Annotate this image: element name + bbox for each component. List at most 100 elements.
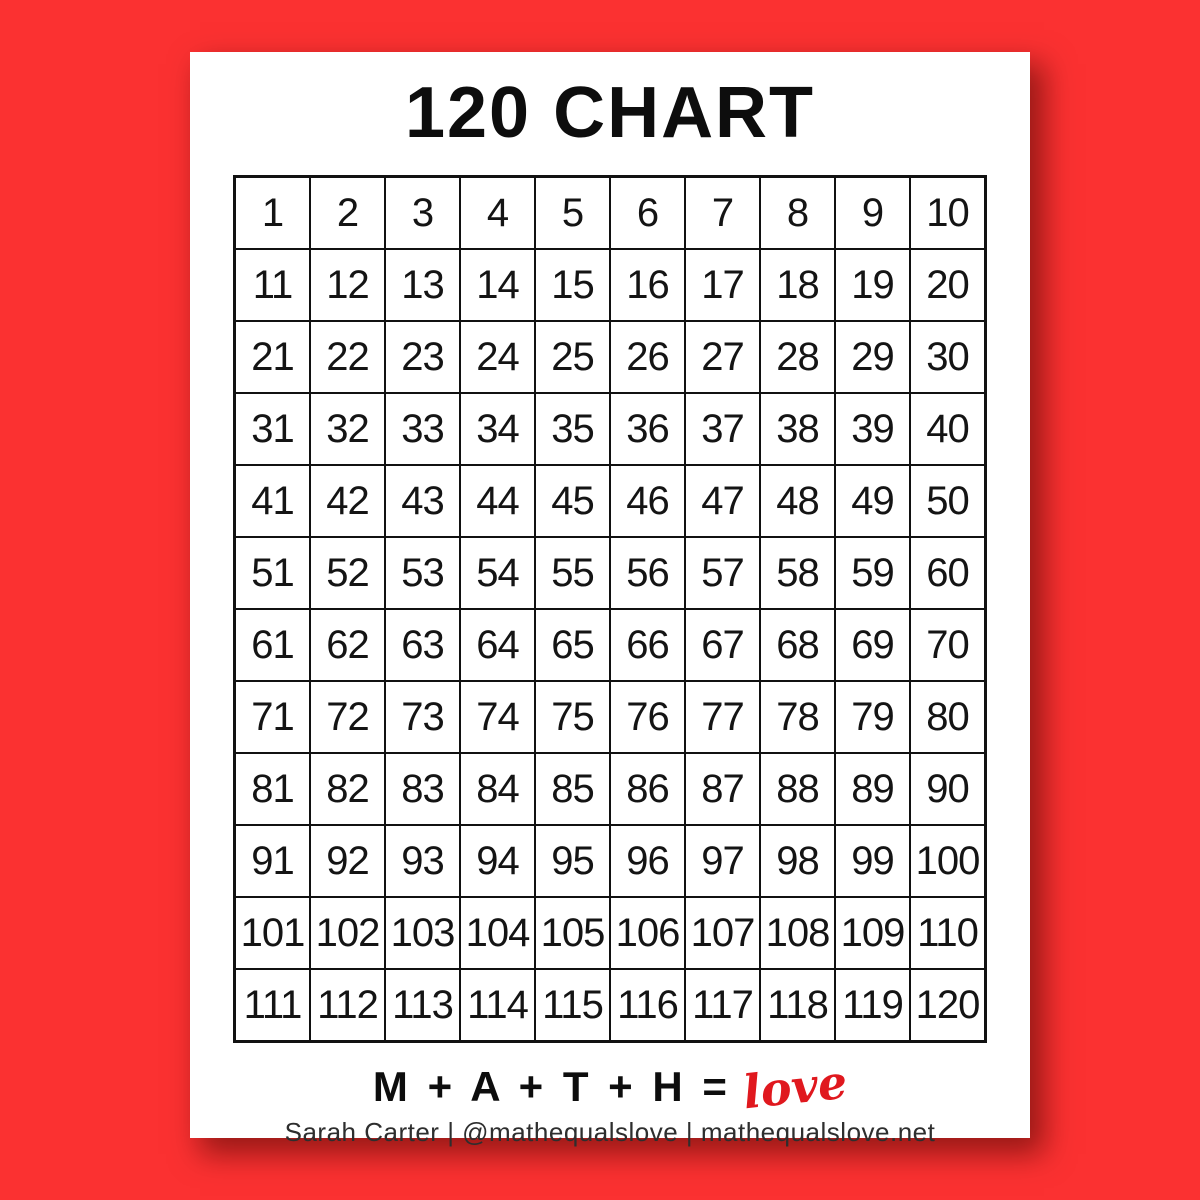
credit-line: Sarah Carter | @mathequalslove | mathequ…: [284, 1117, 936, 1147]
grid-cell: 61: [233, 608, 311, 682]
grid-cell: 90: [909, 752, 987, 826]
grid-cell: 42: [309, 464, 386, 538]
grid-cell: 86: [609, 752, 686, 826]
grid-cell: 2: [309, 175, 386, 250]
grid-cell: 21: [233, 320, 311, 394]
page-title: 120 CHART: [404, 73, 816, 153]
grid-cell: 30: [909, 320, 987, 394]
grid-cell: 74: [459, 680, 536, 754]
grid-cell: 65: [534, 608, 611, 682]
grid-cell: 73: [384, 680, 461, 754]
grid-cell: 20: [909, 248, 987, 322]
grid-cell: 115: [534, 968, 611, 1043]
grid-cell: 60: [909, 536, 987, 610]
grid-cell: 111: [233, 968, 311, 1043]
grid-row: 11 12 13 14 15 16 17 18 19 20: [233, 248, 987, 322]
grid-cell: 68: [759, 608, 836, 682]
grid-cell: 4: [459, 175, 536, 250]
grid-cell: 109: [834, 896, 911, 970]
grid-row: 81 82 83 84 85 86 87 88 89 90: [233, 752, 987, 826]
grid-cell: 17: [684, 248, 761, 322]
grid-row: 61 62 63 64 65 66 67 68 69 70: [233, 608, 987, 682]
grid-cell: 26: [609, 320, 686, 394]
grid-cell: 91: [233, 824, 311, 898]
grid-cell: 45: [534, 464, 611, 538]
grid-cell: 83: [384, 752, 461, 826]
grid-cell: 36: [609, 392, 686, 466]
grid-cell: 99: [834, 824, 911, 898]
grid-cell: 100: [909, 824, 987, 898]
grid-cell: 50: [909, 464, 987, 538]
grid-cell: 72: [309, 680, 386, 754]
grid-cell: 112: [309, 968, 386, 1043]
grid-cell: 48: [759, 464, 836, 538]
grid-cell: 88: [759, 752, 836, 826]
grid-cell: 54: [459, 536, 536, 610]
grid-cell: 13: [384, 248, 461, 322]
grid-row: 101 102 103 104 105 106 107 108 109 110: [233, 896, 987, 970]
grid-cell: 118: [759, 968, 836, 1043]
grid-cell: 39: [834, 392, 911, 466]
grid-cell: 82: [309, 752, 386, 826]
grid-cell: 37: [684, 392, 761, 466]
grid-cell: 33: [384, 392, 461, 466]
grid-row: 91 92 93 94 95 96 97 98 99 100: [233, 824, 987, 898]
grid-cell: 113: [384, 968, 461, 1043]
grid-cell: 53: [384, 536, 461, 610]
grid-cell: 57: [684, 536, 761, 610]
grid-cell: 11: [233, 248, 311, 322]
grid-cell: 117: [684, 968, 761, 1043]
grid-cell: 9: [834, 175, 911, 250]
grid-cell: 76: [609, 680, 686, 754]
grid-cell: 58: [759, 536, 836, 610]
grid-cell: 93: [384, 824, 461, 898]
grid-cell: 75: [534, 680, 611, 754]
grid-cell: 40: [909, 392, 987, 466]
grid-cell: 10: [909, 175, 987, 250]
grid-cell: 7: [684, 175, 761, 250]
grid-cell: 62: [309, 608, 386, 682]
grid-cell: 32: [309, 392, 386, 466]
grid-row: 21 22 23 24 25 26 27 28 29 30: [233, 320, 987, 394]
grid-cell: 78: [759, 680, 836, 754]
grid-cell: 63: [384, 608, 461, 682]
page: 120 CHART 1 2 3 4 5 6 7 8 9 10 11 12 13 14 15 16 17 18 19 2…: [190, 52, 1030, 1147]
grid-cell: 96: [609, 824, 686, 898]
grid-row: 41 42 43 44 45 46 47 48 49 50: [233, 464, 987, 538]
grid-cell: 105: [534, 896, 611, 970]
grid-cell: 1: [233, 175, 311, 250]
grid-row: 51 52 53 54 55 56 57 58 59 60: [233, 536, 987, 610]
grid-cell: 31: [233, 392, 311, 466]
grid-cell: 29: [834, 320, 911, 394]
grid-cell: 102: [309, 896, 386, 970]
grid-cell: 106: [609, 896, 686, 970]
grid-cell: 22: [309, 320, 386, 394]
grid-cell: 107: [684, 896, 761, 970]
grid-cell: 5: [534, 175, 611, 250]
grid-cell: 67: [684, 608, 761, 682]
grid-cell: 69: [834, 608, 911, 682]
grid-cell: 81: [233, 752, 311, 826]
grid-cell: 110: [909, 896, 987, 970]
grid-cell: 84: [459, 752, 536, 826]
love-script-word: love: [740, 1054, 850, 1120]
grid-cell: 28: [759, 320, 836, 394]
grid-cell: 103: [384, 896, 461, 970]
number-grid: 1 2 3 4 5 6 7 8 9 10 11 12 13 14 15 16 17 18 19 20 21 22 23 24 2…: [233, 175, 987, 1043]
grid-cell: 94: [459, 824, 536, 898]
grid-cell: 95: [534, 824, 611, 898]
grid-cell: 3: [384, 175, 461, 250]
grid-cell: 27: [684, 320, 761, 394]
grid-cell: 87: [684, 752, 761, 826]
grid-cell: 70: [909, 608, 987, 682]
grid-cell: 119: [834, 968, 911, 1043]
number-grid-body: 1 2 3 4 5 6 7 8 9 10 11 12 13 14 15 16 17 18 19 20 21 22 23 24 2…: [233, 175, 987, 1043]
math-equals-love-logo: M + A + T + H = love: [190, 1054, 1030, 1120]
math-equation-text: M + A + T + H =: [372, 1063, 731, 1110]
grid-cell: 97: [684, 824, 761, 898]
grid-cell: 15: [534, 248, 611, 322]
grid-cell: 59: [834, 536, 911, 610]
grid-cell: 49: [834, 464, 911, 538]
grid-cell: 8: [759, 175, 836, 250]
